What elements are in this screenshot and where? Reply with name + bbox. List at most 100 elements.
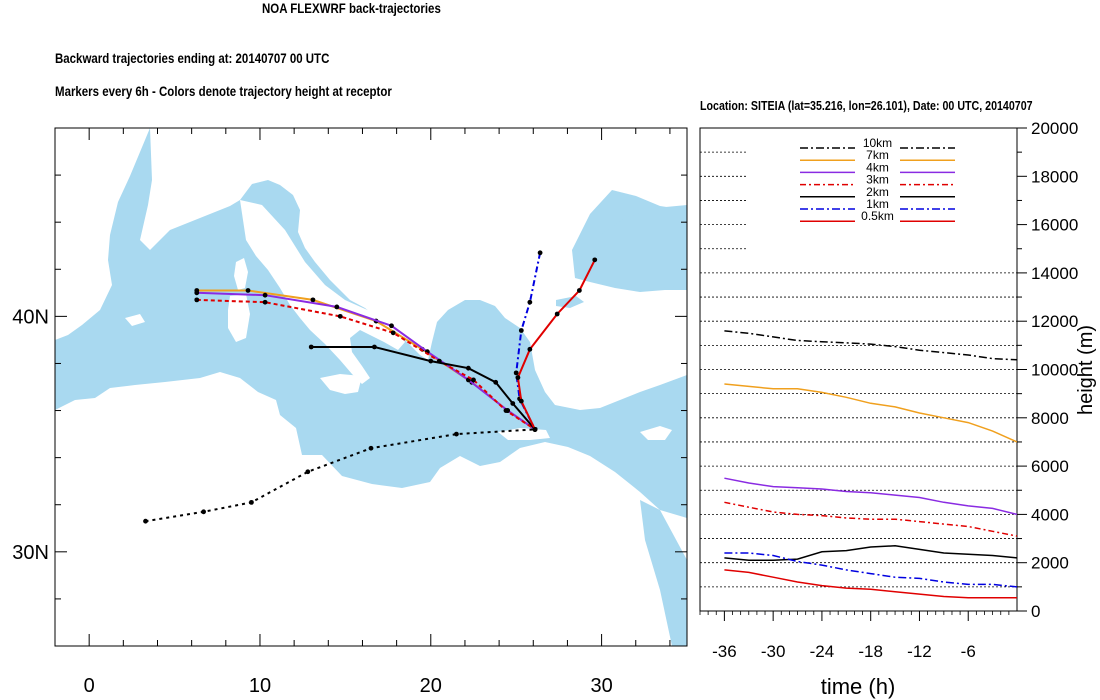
height-ytick-label: 16000 [1031,216,1078,235]
trajectory-marker-3km [471,377,476,383]
height-series-2km [724,545,1018,562]
land-sardinia [228,294,250,342]
trajectory-marker-4km [194,290,200,296]
map-trajectories [143,250,598,524]
trajectory-marker-3km [390,330,396,336]
height-ytick-label: 18000 [1031,167,1078,186]
trajectory-marker-10km [454,431,459,437]
trajectory-marker-2km [493,379,499,385]
height-ticks: 0 2000 4000 6000 8000 10000 12000 14000 16000 180… [699,119,1078,661]
trajectory-marker-1km [513,370,519,376]
land-sicily [320,374,362,394]
trajectory-marker-2km [372,344,377,350]
land-cyprus [640,426,672,440]
land-corsica [234,258,248,290]
height-ytick-label: 10000 [1031,361,1078,380]
land-balearic [125,314,145,326]
sea-marmara [556,296,584,308]
trajectory-marker-7km [245,288,251,293]
map-ticks: 0 10 20 30 30N 40N [12,128,687,697]
height-ytick-label: 8000 [1031,409,1069,428]
black-sea [580,205,687,290]
map-ytick-label: 40N [12,306,49,328]
trajectory-marker-2km [428,358,434,364]
land-europe [140,128,687,410]
trajectory-marker-0.5km [518,398,524,404]
trajectory-marker-4km [334,304,340,310]
height-xtick-label: -36 [712,642,737,661]
subtitle-markers: Markers every 6h - Colors denote traject… [55,83,392,99]
legend-label-4km: 4km [866,160,889,174]
trajectory-marker-10km [368,445,374,451]
trajectory-marker-1km [527,299,533,305]
trajectory-marker-3km [262,299,268,305]
legend-label-1km: 1km [866,197,889,211]
trajectory-marker-10km [305,469,311,475]
trajectory-marker-7km [310,297,316,303]
main-title: NOA FLEXWRF back-trajectories [262,0,441,16]
legend-label-7km: 7km [866,148,889,162]
height-series-7km [724,383,1018,443]
height-ytick-label: 4000 [1031,505,1069,524]
height-series-4km [724,477,1018,516]
map-ytick-label: 30N [12,542,49,564]
trajectory-3km [196,298,536,431]
height-xtick-label: -30 [761,642,786,661]
trajectory-marker-10km [143,518,148,524]
legend-label-3km: 3km [866,173,889,187]
trajectory-marker-2km [465,365,471,371]
height-ytick-label: 6000 [1031,457,1069,476]
trajectory-marker-1km [537,250,543,256]
height-ytick-label: 2000 [1031,554,1069,573]
trajectory-marker-10km [201,509,207,515]
height-series-0.5km [724,569,1017,599]
height-ytick-label: 14000 [1031,264,1078,283]
legend-label-0.5km: 0.5km [861,209,894,223]
trajectory-marker-10km [249,499,254,505]
trajectory-marker-0.5km [532,426,538,432]
trajectory-marker-4km [262,292,268,298]
map-xtick-label: 10 [249,675,271,697]
map-xtick-label: 30 [590,675,612,697]
map-frame [54,127,688,647]
height-ytick-label: 20000 [1031,119,1078,138]
height-series-1km [724,552,1018,588]
legend-label-2km: 2km [866,185,889,199]
subtitle-end-time: Backward trajectories ending at: 2014070… [55,50,330,66]
location-title: Location: SITEIA (lat=35.216, lon=26.101… [700,98,1033,113]
height-gridlines [700,151,1017,588]
y-axis-label: height (m) [1075,325,1097,415]
height-series-10km [724,330,1018,361]
trajectory-marker-1km [518,328,524,333]
height-ytick-label: 12000 [1031,312,1078,331]
trajectory-marker-0.5km [554,311,560,317]
trajectory-marker-4km [389,323,394,329]
height-xtick-label: -12 [907,642,932,661]
height-xtick-label: -6 [961,642,976,661]
trajectory-marker-0.5km [515,375,521,380]
trajectory-marker-3km [194,297,200,303]
trajectory-marker-0.5km [527,346,533,352]
x-axis-label: time (h) [821,674,896,699]
legend-label-10km: 10km [863,136,892,150]
height-ytick-label: 0 [1031,602,1040,621]
trajectory-marker-0.5km [592,257,598,263]
land-north-africa [55,372,687,646]
trajectory-marker-0.5km [576,288,582,293]
trajectory-marker-2km [308,344,314,350]
landmasses [55,128,687,646]
height-xtick-label: -24 [810,642,835,661]
map-xtick-label: 20 [420,675,442,697]
height-series [724,330,1018,599]
height-xtick-label: -18 [858,642,883,661]
land-italy [240,200,405,384]
map-xtick-label: 0 [84,675,95,697]
height-panel: 0 2000 4000 6000 8000 10000 12000 14000 16000 180… [699,119,1097,699]
trajectory-marker-3km [337,313,343,319]
map-panel: 0 10 20 30 30N 40N [12,127,688,697]
trajectory-marker-3km [503,408,509,413]
red-sea [640,500,687,646]
land-iberia [55,128,150,340]
